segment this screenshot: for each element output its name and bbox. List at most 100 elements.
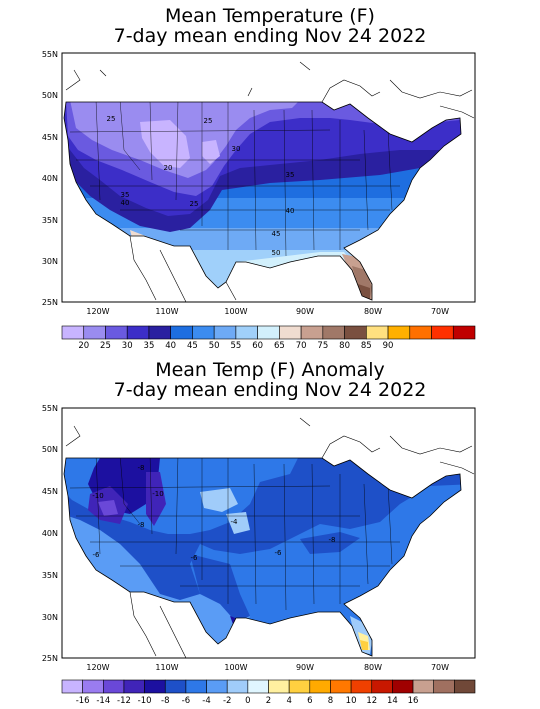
panel2-title: Mean Temp (F) Anomaly xyxy=(155,359,385,381)
colorbar-label: 40 xyxy=(165,341,176,351)
colorbar-label: -14 xyxy=(96,696,110,706)
contour-label: -10 xyxy=(152,490,163,498)
colorbar-swatch xyxy=(371,679,393,694)
colorbar-swatch xyxy=(454,679,476,694)
colorbar-swatch xyxy=(412,679,434,694)
colorbar-label: -10 xyxy=(138,696,152,706)
colorbar-swatch xyxy=(257,325,280,340)
colorbar-label: 85 xyxy=(361,341,372,351)
colorbar-label: 12 xyxy=(366,696,377,706)
panel1-lat-labels: 55N 50N 45N 40N 35N 30N 25N xyxy=(42,50,58,307)
colorbar-swatch xyxy=(185,679,207,694)
lat-label: 45N xyxy=(42,133,58,142)
lat-label: 50N xyxy=(42,91,58,100)
colorbar-swatch xyxy=(330,679,352,694)
colorbar-swatch xyxy=(300,325,324,340)
colorbar-swatch xyxy=(148,325,171,340)
lat-label: 30N xyxy=(42,257,58,266)
contour-label: 50 xyxy=(272,249,281,257)
colorbar-label: 70 xyxy=(296,341,307,351)
panel1-subtitle: 7-day mean ending Nov 24 2022 xyxy=(113,25,427,47)
colorbar-label: 2 xyxy=(266,696,271,706)
contour-label: -6 xyxy=(191,554,199,562)
contour-label: -10 xyxy=(92,492,103,500)
lat-label: 35N xyxy=(42,571,58,580)
colorbar-swatch xyxy=(322,325,345,340)
colorbar-label: -4 xyxy=(202,696,210,706)
contour-label: 40 xyxy=(286,207,295,215)
panel1-lon-labels: 120W 110W 100W 90W 80W 70W xyxy=(86,307,449,316)
lat-label: 35N xyxy=(42,216,58,225)
lon-label: 90W xyxy=(296,663,314,672)
colorbar-label: 35 xyxy=(144,341,155,351)
colorbar-swatch xyxy=(164,679,187,694)
contour-label: 35 xyxy=(286,171,295,179)
lon-label: 70W xyxy=(431,663,449,672)
panel1-contour-labels: 25 25 20 30 25 35 35 40 40 45 50 xyxy=(107,115,295,257)
colorbar-label: 90 xyxy=(383,341,394,351)
contour-label: 25 xyxy=(190,200,199,208)
lon-label: 100W xyxy=(224,307,247,316)
contour-label: -8 xyxy=(329,536,336,544)
lat-label: 30N xyxy=(42,613,58,622)
colorbar-swatch xyxy=(366,325,389,340)
colorbar-label: 80 xyxy=(339,341,350,351)
panel2-contour-labels: -8 -10 -10 -8 -4 -6 -6 -6 -8 xyxy=(92,464,335,562)
panel2-lon-labels: 120W 110W 100W 90W 80W 70W xyxy=(86,663,449,672)
colorbar-swatch xyxy=(452,325,476,340)
colorbar-swatch xyxy=(350,679,373,694)
contour-label: 45 xyxy=(272,230,281,238)
lon-label: 110W xyxy=(155,663,178,672)
panel1-map: 55N 50N 45N 40N 35N 30N 25N 120W 110W 10… xyxy=(42,50,476,351)
colorbar-label: 55 xyxy=(230,341,241,351)
lat-label: 50N xyxy=(42,445,58,454)
colorbar-swatch xyxy=(61,325,85,340)
panel2-colorbar: -16 -14 -12 -10 -8 -6 -4 -2 0 2 4 6 8 10 12 14 16 xyxy=(61,679,476,706)
lat-label: 45N xyxy=(42,487,58,496)
colorbar-swatch xyxy=(235,325,258,340)
contour-label: 30 xyxy=(232,145,241,153)
colorbar-label: 50 xyxy=(209,341,220,351)
contour-label: 25 xyxy=(107,115,116,123)
colorbar-label: 65 xyxy=(274,341,285,351)
lon-label: 80W xyxy=(364,663,382,672)
contour-label: -8 xyxy=(138,521,145,529)
colorbar-label: 0 xyxy=(245,696,250,706)
panel1-title: Mean Temperature (F) xyxy=(165,5,375,27)
contour-label: -6 xyxy=(93,551,101,559)
colorbar-label: -8 xyxy=(161,696,169,706)
lon-label: 80W xyxy=(364,307,382,316)
colorbar-label: 6 xyxy=(307,696,312,706)
colorbar-swatch xyxy=(309,679,331,694)
contour-label: 25 xyxy=(204,117,213,125)
lat-label: 40N xyxy=(42,174,58,183)
panel1-colorbar: 20 25 30 35 40 45 50 55 60 65 70 75 80 85 90 xyxy=(61,325,476,351)
lat-label: 55N xyxy=(42,50,58,59)
colorbar-swatch xyxy=(170,325,193,340)
colorbar-label: 25 xyxy=(100,341,111,351)
lat-label: 25N xyxy=(42,298,58,307)
colorbar-swatch xyxy=(247,679,269,694)
contour-label: -4 xyxy=(231,518,239,526)
lon-label: 120W xyxy=(86,663,109,672)
panel2-subtitle: 7-day mean ending Nov 24 2022 xyxy=(113,379,427,401)
colorbar-label: 60 xyxy=(252,341,263,351)
colorbar-swatch xyxy=(105,325,128,340)
lat-label: 40N xyxy=(42,529,58,538)
colorbar-swatch xyxy=(126,325,150,340)
lon-label: 120W xyxy=(86,307,109,316)
colorbar-swatch xyxy=(279,325,302,340)
colorbar-swatch xyxy=(268,679,290,694)
colorbar-swatch xyxy=(226,679,249,694)
lon-label: 90W xyxy=(296,307,314,316)
colorbar-swatch xyxy=(409,325,432,340)
colorbar-swatch xyxy=(387,325,411,340)
colorbar-swatch xyxy=(288,679,311,694)
colorbar-swatch xyxy=(103,679,125,694)
colorbar-swatch xyxy=(123,679,145,694)
contour-label: 20 xyxy=(164,164,173,172)
colorbar-label: -6 xyxy=(182,696,190,706)
contour-label: 40 xyxy=(121,199,130,207)
panel2-map: 55N 50N 45N 40N 35N 30N 25N 120W 110W 10… xyxy=(42,404,476,706)
panel2-lat-labels: 55N 50N 45N 40N 35N 30N 25N xyxy=(42,404,58,663)
